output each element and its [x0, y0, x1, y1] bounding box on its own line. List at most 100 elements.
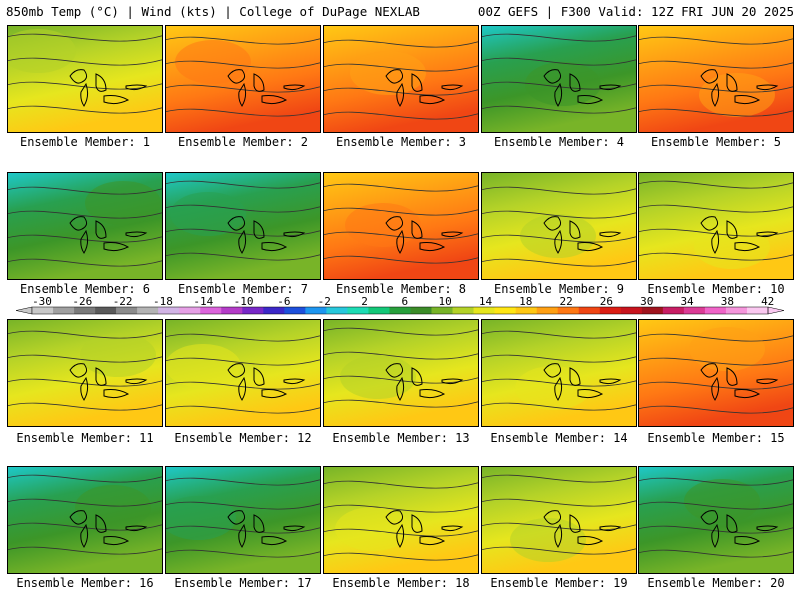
ensemble-member-label: Ensemble Member: 14	[490, 431, 628, 445]
great-lakes-outline	[385, 510, 464, 548]
temperature-patch	[689, 327, 765, 371]
height-contour	[482, 234, 636, 243]
colorbar-swatch	[683, 307, 706, 314]
colorbar-swatch	[32, 307, 54, 314]
ensemble-member-2-map	[165, 25, 321, 133]
ensemble-member-label: Ensemble Member: 20	[647, 576, 785, 590]
colorbar-tick-label: -6	[277, 297, 290, 308]
height-contour	[324, 255, 478, 264]
colorbar-swatch	[137, 307, 159, 314]
ensemble-member-15-map	[638, 319, 794, 427]
ensemble-member-14-map	[481, 319, 637, 427]
height-contour	[639, 549, 793, 558]
height-contour	[482, 546, 636, 555]
great-lakes-outline	[543, 510, 622, 548]
colorbar-swatch	[116, 307, 138, 314]
height-contour	[482, 498, 636, 507]
chart-title: 850mb Temp (°C) | Wind (kts) | College o…	[6, 4, 420, 19]
height-contour	[324, 111, 478, 120]
ensemble-member-7-map	[165, 172, 321, 280]
height-contour	[8, 105, 162, 114]
height-contour	[8, 33, 162, 42]
temperature-patch	[8, 29, 76, 73]
height-contour	[482, 474, 636, 483]
ensemble-member-20-map	[638, 466, 794, 574]
colorbar-swatch	[704, 307, 727, 314]
colorbar-tick-label: 26	[600, 297, 613, 308]
ensemble-member-13-map	[323, 319, 479, 427]
height-contour	[166, 84, 320, 93]
height-contour	[166, 36, 320, 45]
colorbar-swatch	[368, 307, 390, 314]
height-contour	[324, 87, 478, 96]
colorbar-swatch	[536, 307, 559, 314]
ensemble-member-label: Ensemble Member: 7	[177, 282, 309, 296]
great-lakes-outline	[385, 216, 464, 254]
temperature-patch	[170, 192, 246, 236]
great-lakes-outline	[543, 216, 622, 254]
ensemble-member-label: Ensemble Member: 12	[174, 431, 312, 445]
height-contour	[8, 330, 162, 339]
height-contour	[639, 252, 793, 261]
colorbar-swatch	[284, 307, 306, 314]
temperature-colorbar: -30 -26 -22 -18 -14 -10 -6 -2 2 6 10 14 18 22 26 30 34 38…	[15, 297, 785, 315]
colorbar-swatch	[410, 307, 432, 314]
colorbar-tick-label: -26	[72, 297, 92, 308]
great-lakes-outline	[227, 510, 306, 548]
great-lakes-outline	[69, 216, 148, 254]
ensemble-member-label: Ensemble Member: 11	[16, 431, 154, 445]
height-contour	[324, 552, 478, 561]
height-contour	[639, 228, 793, 237]
ensemble-member-label: Ensemble Member: 4	[493, 135, 625, 149]
height-contour	[482, 186, 636, 195]
temperature-patch	[699, 73, 775, 117]
colorbar-swatch	[494, 307, 516, 314]
colorbar-tick-label: -22	[113, 297, 133, 308]
colorbar-tick-label: -10	[234, 297, 254, 308]
height-contour	[8, 234, 162, 243]
colorbar-swatch	[557, 307, 580, 314]
height-contour	[324, 480, 478, 489]
great-lakes-outline	[700, 69, 779, 107]
height-contour	[8, 378, 162, 387]
ensemble-member-6-map	[7, 172, 163, 280]
height-contour	[639, 204, 793, 213]
colorbar-swatch	[74, 307, 96, 314]
colorbar-tick-label: 18	[519, 297, 532, 308]
great-lakes-outline	[385, 69, 464, 107]
height-contour	[324, 183, 478, 192]
temperature-patch	[75, 485, 151, 529]
colorbar-swatch	[326, 307, 348, 314]
colorbar-swatch	[200, 307, 222, 314]
height-contour	[639, 84, 793, 93]
colorbar-low-arrow	[15, 306, 33, 315]
colorbar-swatch	[158, 307, 180, 314]
colorbar-swatch	[263, 307, 285, 314]
height-contour	[639, 180, 793, 189]
colorbar-tick-label: 30	[640, 297, 653, 308]
temperature-patch	[520, 214, 596, 258]
colorbar-tick-label: 10	[439, 297, 452, 308]
ensemble-member-9-map	[481, 172, 637, 280]
ensemble-member-label: Ensemble Member: 19	[490, 576, 628, 590]
height-contour	[166, 204, 320, 213]
colorbar-swatch	[389, 307, 411, 314]
height-contour	[482, 210, 636, 219]
ensemble-member-18-map	[323, 466, 479, 574]
valid-time: 00Z GEFS | F300 Valid: 12Z FRI JUN 20 20…	[477, 4, 794, 19]
colorbar-swatch	[620, 307, 643, 314]
colorbar-tick-label: -18	[153, 297, 173, 308]
ensemble-member-label: Ensemble Member: 16	[16, 576, 154, 590]
colorbar-swatch	[53, 307, 75, 314]
great-lakes-outline	[227, 216, 306, 254]
ensemble-member-1-map	[7, 25, 163, 133]
height-contour	[8, 474, 162, 483]
ensemble-member-5-map	[638, 25, 794, 133]
colorbar-tick-label: 34	[680, 297, 694, 308]
height-contour	[639, 108, 793, 117]
great-lakes-outline	[227, 363, 306, 401]
great-lakes-outline	[543, 69, 622, 107]
height-contour	[324, 504, 478, 513]
ensemble-member-label: Ensemble Member: 2	[177, 135, 309, 149]
height-contour	[482, 57, 636, 66]
